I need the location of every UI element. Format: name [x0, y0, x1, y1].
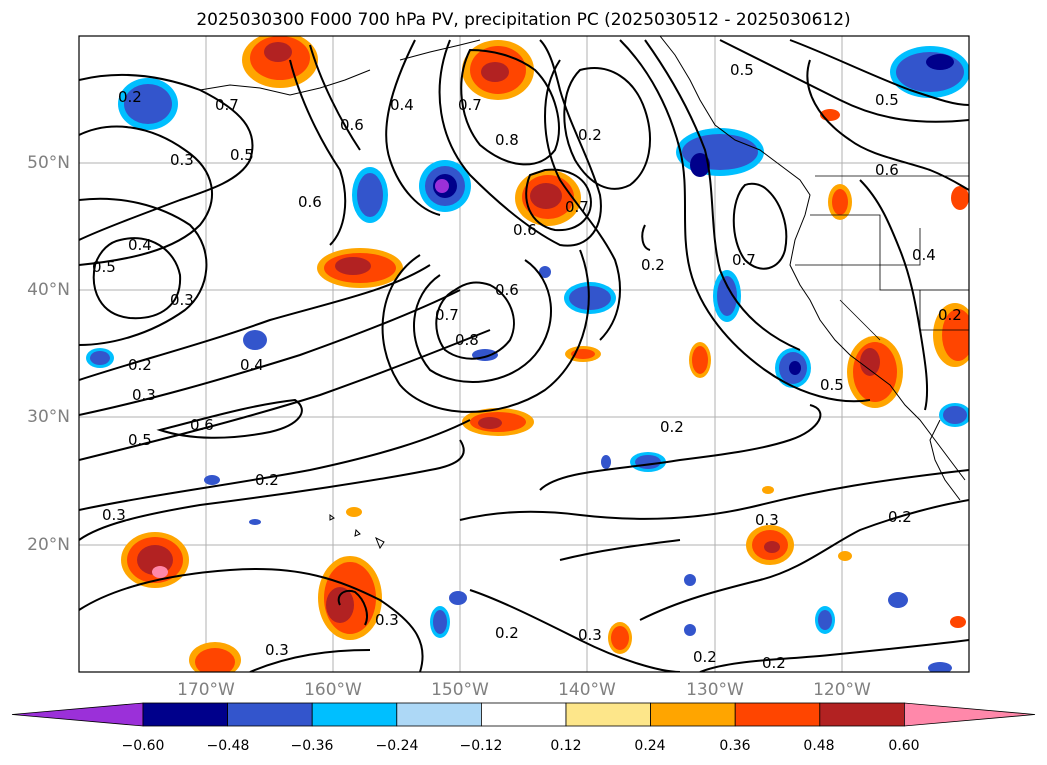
colorbar-segment [227, 702, 313, 727]
contour-label: 0.6 [495, 281, 519, 299]
contour-label: 0.2 [578, 126, 602, 144]
colorbar-segment [819, 702, 905, 727]
contour-label: 0.8 [455, 331, 479, 349]
contour-label: 0.3 [170, 151, 194, 169]
colorbar-tick-label: 0.24 [634, 738, 666, 754]
contour-label: 0.5 [730, 61, 754, 79]
colorbar-tick-label: −0.24 [375, 738, 419, 754]
colorbar-tick-label: −0.60 [121, 738, 165, 754]
contour-label: 0.2 [118, 88, 142, 106]
lon-label: 120°W [813, 680, 871, 700]
contour-label: 0.2 [938, 306, 962, 324]
colorbar-segment [480, 702, 567, 727]
contour-label: 0.3 [102, 506, 126, 524]
lon-label: 160°W [304, 680, 362, 700]
colorbar-tick-label: −0.12 [459, 738, 503, 754]
colorbar-segment [565, 702, 651, 727]
contour-label: 0.6 [340, 116, 364, 134]
lon-label: 140°W [558, 680, 616, 700]
contour-label: 0.4 [912, 246, 936, 264]
colorbar-extend-max [904, 702, 1036, 727]
contour-label: 0.5 [92, 258, 116, 276]
colorbar-extend-min [11, 702, 144, 727]
map-area: 0.2 0.3 0.5 0.7 0.6 0.6 0.4 0.4 0.5 0.3 … [79, 36, 969, 672]
colorbar-tick-label: −0.36 [290, 738, 334, 754]
contour-label: 0.7 [458, 96, 482, 114]
contour-label: 0.7 [565, 198, 589, 216]
contour-label: 0.5 [875, 91, 899, 109]
contour-label: 0.2 [693, 648, 717, 666]
contour-label: 0.6 [875, 161, 899, 179]
contour-label: 0.3 [578, 626, 602, 644]
contour-label: 0.2 [128, 356, 152, 374]
contour-label: 0.4 [128, 236, 152, 254]
lat-label: 20°N [27, 535, 70, 555]
contour-label: 0.8 [495, 131, 519, 149]
contour-label: 0.6 [298, 193, 322, 211]
contour-label: 0.2 [660, 418, 684, 436]
pv-contours [79, 39, 969, 672]
map-title: 2025030300 F000 700 hPa PV, precipitatio… [196, 10, 851, 30]
contour-label: 0.2 [641, 256, 665, 274]
contour-label: 0.7 [215, 96, 239, 114]
contour-label: 0.5 [820, 376, 844, 394]
contour-labels: 0.2 0.3 0.5 0.7 0.6 0.6 0.4 0.4 0.5 0.3 … [92, 61, 962, 672]
contour-label: 0.6 [190, 416, 214, 434]
colorbar-segment [311, 702, 398, 727]
colorbar-tick-label: 0.60 [888, 738, 920, 754]
colorbar-tick-label: −0.48 [206, 738, 250, 754]
contour-label: 0.6 [513, 221, 537, 239]
colorbar-tick-label: 0.36 [719, 738, 751, 754]
lat-label: 30°N [27, 407, 70, 427]
contour-label: 0.4 [240, 356, 264, 374]
colorbar-segment [142, 702, 228, 727]
precip-negative-areas [86, 46, 969, 672]
contour-label: 0.3 [375, 611, 399, 629]
contour-label: 0.5 [230, 146, 254, 164]
contour-label: 0.7 [732, 251, 756, 269]
colorbar-segment [396, 702, 482, 727]
lat-label: 40°N [27, 280, 70, 300]
colorbar-segment [650, 702, 736, 727]
coastlines [199, 36, 966, 550]
contour-label: 0.2 [255, 471, 279, 489]
lon-label: 130°W [686, 680, 744, 700]
lon-label: 150°W [431, 680, 489, 700]
contour-label: 0.7 [435, 306, 459, 324]
colorbar-tick-label: 0.48 [803, 738, 835, 754]
contour-label: 0.2 [762, 654, 786, 672]
contour-label: 0.3 [755, 511, 779, 529]
contour-label: 0.3 [170, 291, 194, 309]
contour-label: 0.2 [888, 508, 912, 526]
colorbar-tick-label: 0.12 [550, 738, 582, 754]
colorbar-segment [734, 702, 821, 727]
contour-label: 0.4 [390, 96, 414, 114]
colorbar [11, 702, 1036, 727]
lat-label: 50°N [27, 153, 70, 173]
contour-label: 0.3 [132, 386, 156, 404]
map-border [78, 35, 970, 673]
lon-label: 170°W [177, 680, 235, 700]
contour-label: 0.3 [265, 641, 289, 659]
contour-label: 0.2 [495, 624, 519, 642]
contour-label: 0.5 [128, 431, 152, 449]
